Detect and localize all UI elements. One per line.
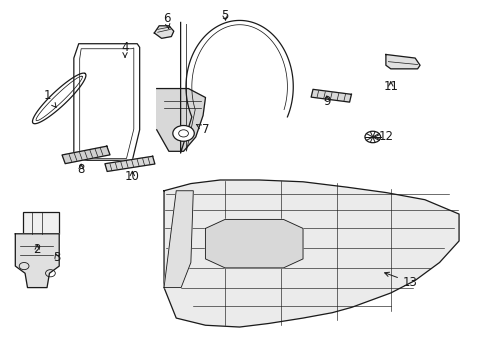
Polygon shape [205, 220, 303, 268]
Text: 1: 1 [43, 89, 56, 107]
Text: 3: 3 [53, 251, 61, 264]
Bar [22, 212, 59, 234]
Text: 13: 13 [384, 272, 417, 289]
Text: 2: 2 [34, 243, 41, 256]
Polygon shape [157, 89, 205, 151]
Text: 12: 12 [374, 130, 393, 144]
Text: 11: 11 [383, 80, 397, 93]
Circle shape [172, 126, 194, 141]
Polygon shape [163, 191, 193, 288]
Text: 8: 8 [77, 163, 84, 176]
Polygon shape [62, 146, 110, 164]
Text: 7: 7 [196, 123, 209, 136]
Polygon shape [154, 26, 173, 39]
Text: 9: 9 [323, 95, 330, 108]
Polygon shape [15, 234, 59, 288]
Polygon shape [163, 180, 458, 327]
Polygon shape [105, 156, 155, 171]
Text: 6: 6 [163, 12, 170, 28]
Text: 4: 4 [121, 41, 128, 57]
Text: 10: 10 [124, 170, 140, 183]
Text: 5: 5 [221, 9, 228, 22]
Polygon shape [385, 54, 419, 69]
Polygon shape [310, 89, 351, 102]
